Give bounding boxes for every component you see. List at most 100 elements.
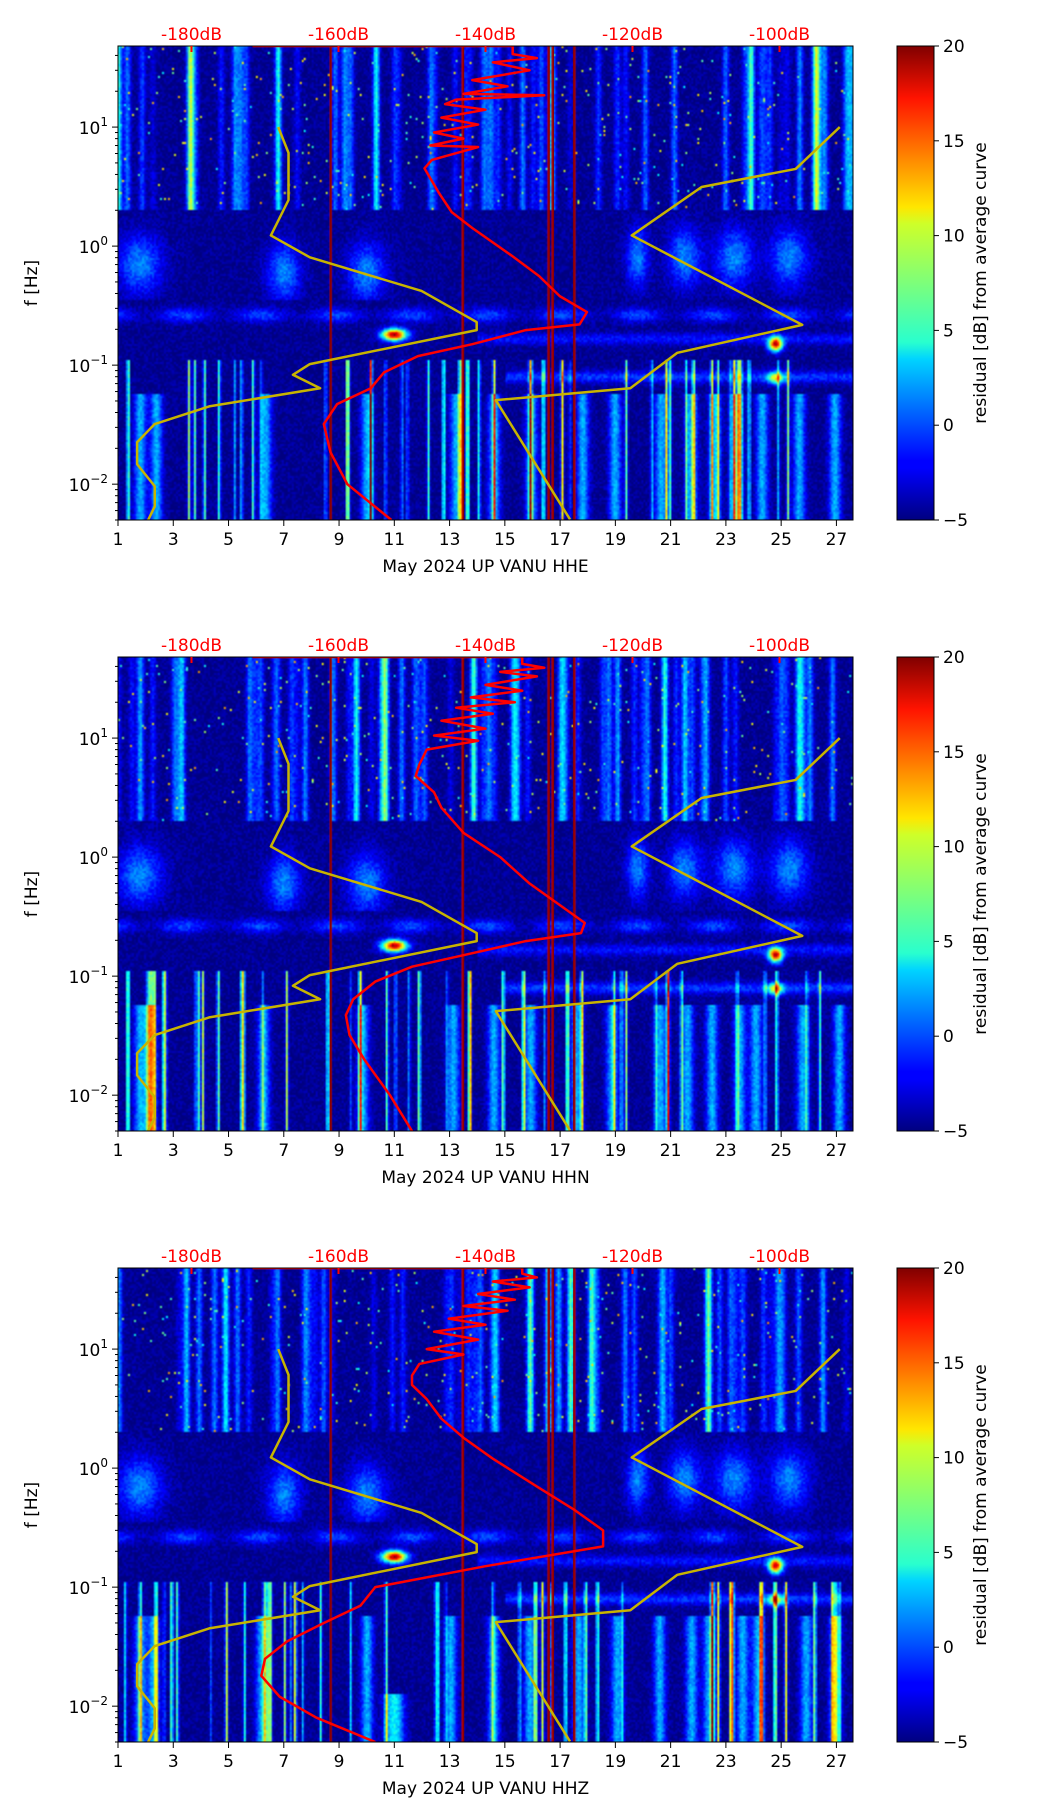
y-tick-label: 10−2: [69, 1694, 108, 1718]
y-tick-exponent: 1: [100, 1337, 108, 1351]
y-tick-exponent: −2: [90, 1694, 108, 1708]
db-tick-label: -120dB: [602, 636, 663, 656]
db-tick-label: -160dB: [308, 636, 369, 656]
spectrogram-image-hhe: [118, 46, 853, 520]
y-tick-exponent: 1: [100, 726, 108, 740]
y-tick-exponent: 1: [100, 115, 108, 129]
x-tick-label: 11: [383, 1752, 405, 1772]
y-tick-label: 10−1: [69, 353, 108, 377]
nhnm-curve: [494, 737, 841, 1131]
nlnm-curve: [135, 1348, 478, 1742]
db-tick-label: -180dB: [161, 1247, 222, 1267]
y-tick-label: 101: [79, 1337, 108, 1361]
x-tick-label: 23: [715, 1752, 737, 1772]
x-tick-label: 27: [826, 1752, 848, 1772]
y-tick-label: 10−1: [69, 1575, 108, 1599]
y-tick-label: 101: [79, 115, 108, 139]
x-tick-label: 19: [605, 1752, 627, 1772]
colorbar-tick-label: 0: [943, 416, 954, 436]
y-tick-label: 100: [79, 1456, 108, 1480]
colorbar-tick-label: −5: [943, 1122, 968, 1142]
y-tick-base: 10: [69, 476, 91, 496]
y-tick-exponent: −2: [90, 1083, 108, 1097]
colorbar: [896, 45, 935, 521]
colorbar: [896, 656, 935, 1132]
db-tick-label: -100dB: [749, 1247, 810, 1267]
x-tick-label: 17: [549, 530, 571, 550]
y-tick-base: 10: [69, 1579, 91, 1599]
x-tick-label: 9: [334, 1141, 345, 1161]
y-tick-base: 10: [69, 968, 91, 988]
y-tick-exponent: 0: [100, 234, 108, 248]
colorbar-tick-label: 15: [943, 132, 965, 152]
x-tick-label: 13: [439, 1141, 461, 1161]
db-tick-label: -140dB: [455, 25, 516, 45]
y-tick-base: 10: [79, 849, 101, 869]
average-spectrum-curve: [252, 657, 586, 1131]
colorbar-tick-label: 20: [943, 1259, 965, 1279]
y-tick-label: 10−2: [69, 1083, 108, 1107]
db-tick-label: -120dB: [602, 25, 663, 45]
y-tick-base: 10: [69, 1698, 91, 1718]
db-tick-label: -120dB: [602, 1247, 663, 1267]
colorbar-tick-label: −5: [943, 511, 968, 531]
x-tick-label: 13: [439, 530, 461, 550]
y-axis-label: f [Hz]: [22, 871, 42, 917]
x-tick-label: 3: [168, 1141, 179, 1161]
x-tick-label: 7: [278, 1752, 289, 1772]
y-tick-exponent: −1: [90, 1575, 108, 1589]
y-tick-base: 10: [69, 1087, 91, 1107]
y-tick-label: 100: [79, 234, 108, 258]
x-tick-label: 11: [383, 1141, 405, 1161]
x-tick-label: 3: [168, 1752, 179, 1772]
y-tick-label: 100: [79, 845, 108, 869]
y-tick-exponent: 0: [100, 845, 108, 859]
colorbar-tick-label: 20: [943, 648, 965, 668]
x-axis-label: May 2024 UP VANU HHE: [382, 557, 588, 577]
plot-frame: [117, 1267, 854, 1743]
x-tick-label: 13: [439, 1752, 461, 1772]
plot-frame: [117, 45, 854, 521]
y-axis-label: f [Hz]: [22, 1482, 42, 1528]
colorbar-tick-label: 10: [943, 1449, 965, 1469]
db-tick-label: -180dB: [161, 25, 222, 45]
x-axis-label: May 2024 UP VANU HHZ: [382, 1779, 589, 1799]
curves: [135, 1268, 841, 1742]
db-tick-label: -140dB: [455, 1247, 516, 1267]
curves: [135, 46, 841, 520]
x-tick-label: 15: [494, 530, 516, 550]
x-tick-label: 9: [334, 530, 345, 550]
colorbar-tick-label: 0: [943, 1027, 954, 1047]
colorbar-tick-label: 15: [943, 743, 965, 763]
colorbar-label: residual [dB] from average curve: [971, 142, 991, 423]
nlnm-curve: [135, 737, 478, 1131]
colorbar-tick-label: 20: [943, 37, 965, 57]
y-tick-base: 10: [79, 730, 101, 750]
colorbar-tick-label: 5: [943, 1543, 954, 1563]
x-tick-label: 25: [770, 1752, 792, 1772]
x-tick-label: 25: [770, 530, 792, 550]
colorbar-tick-label: 5: [943, 321, 954, 341]
y-tick-base: 10: [79, 1341, 101, 1361]
colorbar-tick-label: 0: [943, 1638, 954, 1658]
y-tick-base: 10: [79, 119, 101, 139]
x-tick-label: 5: [223, 1752, 234, 1772]
x-tick-label: 7: [278, 530, 289, 550]
colorbar-tick-label: 10: [943, 838, 965, 858]
db-tick-label: -180dB: [161, 636, 222, 656]
y-tick-exponent: −1: [90, 964, 108, 978]
colorbar-tick-label: −5: [943, 1733, 968, 1753]
y-tick-exponent: −1: [90, 353, 108, 367]
x-tick-label: 19: [605, 1141, 627, 1161]
x-tick-label: 21: [660, 530, 682, 550]
nhnm-curve: [494, 126, 841, 520]
x-axis-label: May 2024 UP VANU HHN: [381, 1168, 589, 1188]
x-tick-label: 5: [223, 530, 234, 550]
db-tick-label: -140dB: [455, 636, 516, 656]
x-tick-label: 23: [715, 530, 737, 550]
colorbar-tick-label: 10: [943, 227, 965, 247]
